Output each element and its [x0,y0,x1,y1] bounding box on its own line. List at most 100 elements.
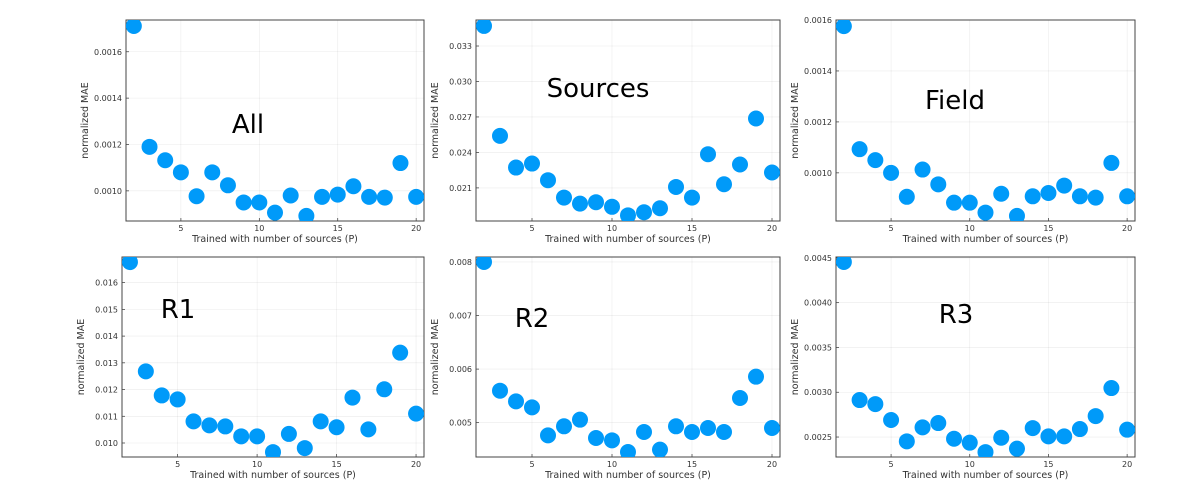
data-point [1008,207,1025,221]
data-point [684,423,700,440]
data-point [235,194,252,211]
data-point [169,391,186,408]
data-point [732,156,748,173]
data-point [508,159,524,176]
data-point [508,393,524,410]
x-tick-label: 5 [889,224,894,233]
data-point [620,444,636,457]
data-point [748,368,764,385]
data-point [280,425,297,442]
plot-area [476,20,780,221]
data-point [524,155,540,172]
data-point [1087,189,1104,206]
data-point [867,152,884,169]
data-point [249,428,266,445]
data-point [153,387,170,404]
data-point [883,412,900,429]
subplot-annotation: All [232,110,264,140]
data-point [867,396,884,413]
data-point [961,194,978,211]
data-point [376,381,393,398]
plot-area [126,20,424,221]
data-point [700,420,716,437]
x-tick-label: 5 [889,460,894,469]
data-point [851,141,868,158]
data-point [716,176,732,193]
y-tick-label: 0.010 [95,439,118,448]
plot-frame [835,19,1136,222]
y-tick-label: 0.030 [449,77,472,86]
data-point [732,390,748,407]
data-point [652,441,668,457]
data-point [476,20,492,34]
y-tick-label: 0.0040 [804,299,832,308]
data-point [312,413,329,430]
subplot-r2: 5 10 15 20 0.005 0.006 0.007 0.008 Trained with … [430,256,781,481]
y-tick-label: 0.006 [449,365,472,374]
data-point [993,185,1010,202]
data-points [476,257,780,457]
data-point [1103,154,1120,171]
subplot-all: 5 10 15 20 0.0010 0.0012 0.0014 0.0016 Trained w… [80,19,425,245]
y-axis-label: normalized MAE [430,319,441,396]
y-tick-label: 0.012 [95,386,118,395]
y-axis-label: normalized MAE [80,82,91,159]
data-point [1103,380,1120,397]
data-point [1008,440,1025,457]
x-axis-label: Trained with number of sources (P) [544,470,711,481]
data-point [392,155,409,172]
data-point [930,415,947,432]
data-point [172,164,189,181]
x-tick-label: 10 [607,460,617,469]
subplot-annotation: Field [925,86,985,116]
y-tick-label: 0.0045 [804,254,832,263]
x-tick-label: 20 [767,224,777,233]
y-tick-label: 0.0035 [804,343,832,352]
x-tick-label: 10 [965,224,975,233]
data-point [883,164,900,181]
data-point [188,188,205,205]
y-tick-label: 0.005 [449,419,472,428]
x-tick-label: 15 [1043,224,1053,233]
x-tick-label: 5 [529,224,534,233]
data-points [122,257,424,457]
x-tick-label: 10 [254,224,264,233]
x-axis-label: Trained with number of sources (P) [544,234,711,245]
y-tick-label: 0.024 [449,148,472,157]
data-point [556,418,572,435]
x-tick-label: 20 [767,460,777,469]
data-point [1119,421,1135,438]
data-point [1056,428,1073,445]
data-point [851,392,868,409]
data-point [524,399,540,416]
subplot-annotation: R1 [161,295,196,325]
data-point [977,204,994,221]
data-point [836,257,852,271]
data-point [652,200,668,217]
y-tick-label: 0.021 [449,184,472,193]
data-point [556,189,572,206]
data-point [748,110,764,127]
data-point [764,420,780,437]
data-point [157,152,174,169]
data-point [1040,184,1057,201]
x-tick-label: 10 [252,460,262,469]
data-point [219,177,236,194]
x-tick-label: 10 [607,224,617,233]
data-points [836,20,1135,221]
x-tick-label: 5 [178,224,183,233]
y-tick-label: 0.0010 [94,187,122,196]
x-tick-label: 15 [331,460,341,469]
y-tick-label: 0.0016 [94,48,122,57]
plot-area [476,257,780,457]
x-tick-label: 15 [333,224,343,233]
subplot-r3: 5 10 15 20 0.0025 0.0030 0.0035 0.0040 0.0045 Tra… [790,254,1136,481]
subplot-sources: 5 10 15 20 0.021 0.024 0.027 0.030 0.033 Trained … [430,19,781,245]
y-tick-label: 0.0030 [804,388,832,397]
plot-area [836,257,1135,457]
data-point [141,138,158,155]
data-point [392,344,409,361]
data-point [265,444,281,457]
subplot-annotation: R3 [939,300,974,330]
data-point [476,257,492,270]
